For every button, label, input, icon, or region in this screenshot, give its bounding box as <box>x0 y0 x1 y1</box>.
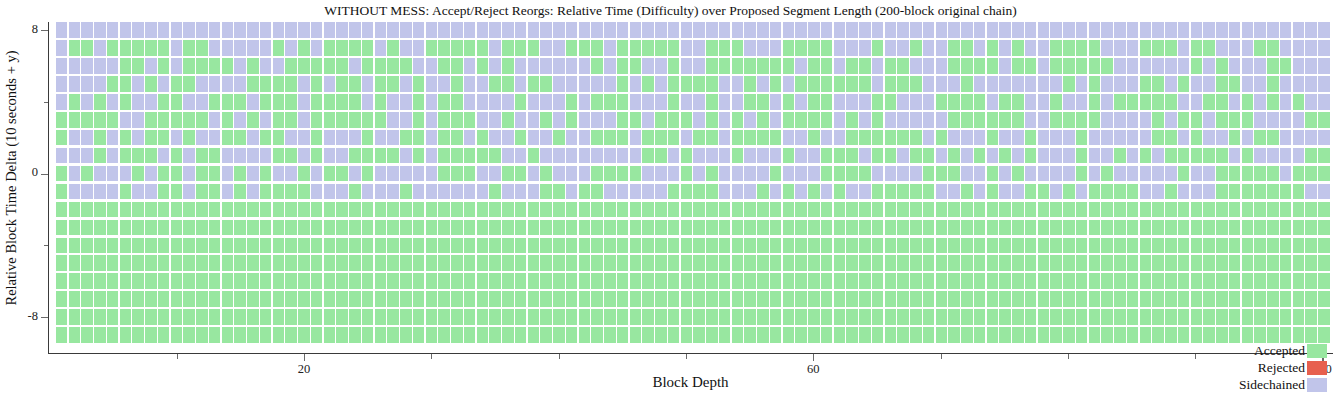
legend-item: Sidechained <box>0 377 1333 392</box>
legend: AcceptedRejectedSidechained <box>0 0 1333 400</box>
legend-swatch <box>1307 344 1327 358</box>
legend-item: Accepted <box>0 343 1333 358</box>
legend-item: Rejected <box>0 360 1333 375</box>
legend-swatch <box>1307 378 1327 392</box>
chart-figure: WITHOUT MESS: Accept/Reject Reorgs: Rela… <box>0 0 1333 400</box>
legend-label: Accepted <box>1254 343 1305 359</box>
legend-swatch <box>1307 361 1327 375</box>
legend-label: Rejected <box>1258 360 1305 376</box>
legend-label: Sidechained <box>1239 377 1305 393</box>
